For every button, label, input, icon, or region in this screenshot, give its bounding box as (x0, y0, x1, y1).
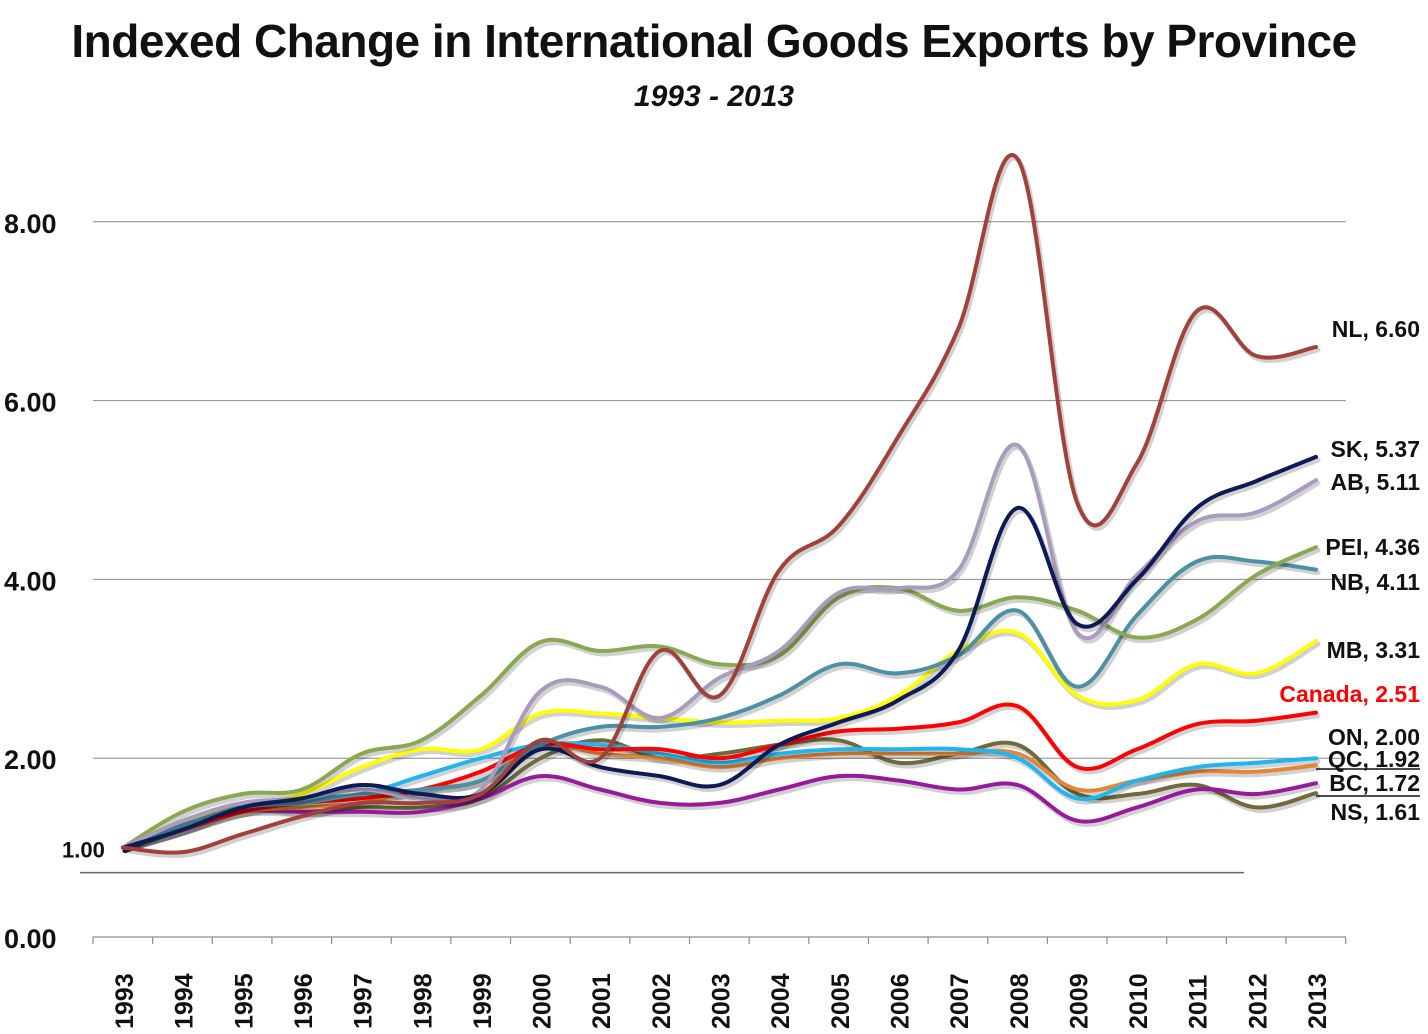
series-line-shadow (122, 705, 1321, 854)
x-tick-labels: 1993 1994 1995 1996 1997 1998 1999 2000 2001 2002… (111, 973, 1332, 1029)
series-end-label: QC, 1.92 (1328, 746, 1420, 772)
x-tick-label: 1997 (350, 973, 378, 1029)
y-tick-label: 8.00 (4, 209, 57, 239)
series-line-shadow (122, 445, 1321, 854)
x-tick-label: 2013 (1304, 973, 1332, 1029)
x-tick-label: 1995 (230, 973, 258, 1029)
x-tick-label: 1998 (409, 973, 437, 1029)
x-tick-label: 2006 (886, 973, 914, 1029)
x-tick-label: 2007 (946, 973, 974, 1029)
series-line-shadow (122, 155, 1321, 859)
y-tick-labels: 0.00 2.00 4.00 6.00 8.00 (4, 209, 57, 954)
x-tick-label: 2004 (767, 973, 795, 1029)
x-tick-label: 2001 (588, 973, 616, 1029)
series-end-labels: 1.00 NL, 6.60 SK, 5.37 AB, 5.11 PEI, 4.36 NB,… (62, 316, 1420, 863)
series-line-nl (121, 153, 1318, 855)
series-lines (121, 153, 1321, 859)
y-tick-label: 6.00 (4, 388, 57, 418)
x-tick-label: 2012 (1244, 973, 1272, 1029)
series-line-sk (121, 454, 1318, 850)
x-tick-label: 2010 (1125, 973, 1153, 1029)
series-line-qc (121, 741, 1318, 850)
x-tick-label: 1999 (469, 973, 497, 1029)
series-line-shadow (122, 547, 1321, 854)
x-tick-label: 1993 (111, 973, 139, 1029)
series-line-shadow (122, 631, 1321, 854)
chart-title: Indexed Change in International Goods Ex… (71, 15, 1357, 67)
baseline-label: 1.00 (62, 838, 105, 863)
x-tick-label: 2008 (1006, 973, 1034, 1029)
series-end-label: BC, 1.72 (1329, 770, 1420, 796)
series-end-label: NB, 4.11 (1331, 569, 1421, 595)
x-tick-label: 2005 (827, 973, 855, 1029)
series-line-on (121, 741, 1318, 850)
series-end-label: NS, 1.61 (1331, 799, 1421, 825)
chart-subtitle: 1993 - 2013 (633, 80, 795, 113)
series-end-label: MB, 3.31 (1327, 637, 1421, 663)
x-tick-label: 2000 (529, 973, 557, 1029)
series-end-label: ON, 2.00 (1328, 724, 1420, 750)
series-line-pei (121, 545, 1318, 850)
series-end-label: NL, 6.60 (1332, 316, 1420, 342)
series-line-mb (121, 628, 1318, 850)
x-tick-label: 2002 (648, 973, 676, 1029)
series-line-shadow (122, 776, 1321, 854)
series-end-label: SK, 5.37 (1331, 436, 1421, 462)
axes (80, 871, 1347, 944)
x-tick-label: 1996 (290, 973, 318, 1029)
y-tick-label: 4.00 (4, 566, 57, 596)
series-end-label: PEI, 4.36 (1325, 534, 1420, 560)
series-line-shadow (122, 457, 1321, 854)
x-tick-label: 2009 (1065, 973, 1093, 1029)
y-tick-label: 0.00 (4, 924, 57, 954)
series-end-label: Canada, 2.51 (1279, 681, 1420, 707)
series-end-label: AB, 5.11 (1331, 469, 1421, 495)
y-tick-label: 2.00 (4, 745, 57, 775)
x-tick-label: 1994 (171, 973, 199, 1029)
x-tick-label: 2003 (708, 973, 736, 1029)
x-tick-label: 2011 (1185, 975, 1213, 1029)
